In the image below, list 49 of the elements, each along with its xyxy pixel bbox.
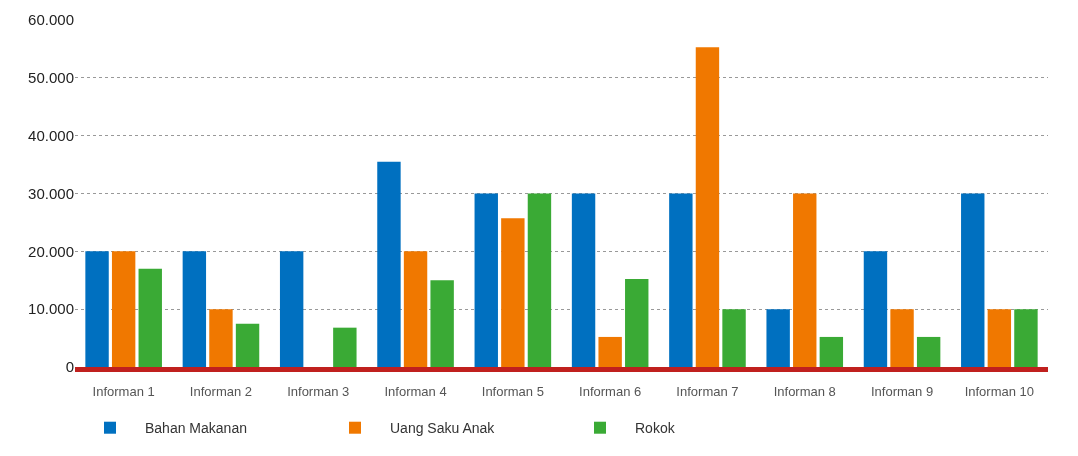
x-tick-label: Informan 6 [579, 383, 642, 399]
x-tick-label: Informan 10 [964, 383, 1035, 399]
bar [819, 336, 844, 367]
bar [863, 251, 888, 367]
y-tick-label: 20.000 [28, 242, 74, 260]
x-tick-label: Informan 8 [773, 383, 836, 399]
bar [598, 336, 622, 367]
bar [501, 218, 525, 367]
legend-label: Rokok [635, 420, 676, 437]
bar [527, 193, 552, 367]
bar [766, 309, 790, 367]
legend-label: Uang Saku Anak [390, 420, 496, 437]
bar [235, 323, 260, 367]
y-tick-label: 30.000 [28, 184, 74, 202]
y-tick-label: 40.000 [28, 126, 74, 144]
y-tick-label: 10.000 [28, 300, 74, 318]
bar [111, 251, 136, 367]
bar [333, 327, 357, 367]
x-tick-label: Informan 9 [870, 383, 934, 399]
bar [138, 268, 162, 367]
bar [571, 193, 596, 367]
x-tick-label: Informan 2 [189, 383, 253, 399]
bar [625, 279, 649, 367]
legend-label: Bahan Makanan [145, 420, 247, 437]
bar [209, 309, 233, 367]
bar [85, 251, 109, 367]
bar [474, 193, 498, 367]
x-tick-label: Informan 1 [92, 383, 155, 399]
bar [916, 336, 941, 367]
bar [377, 161, 401, 367]
x-tick-label: Informan 4 [384, 383, 447, 399]
bar [403, 251, 428, 367]
bar [182, 251, 207, 367]
x-tick-label: Informan 3 [287, 383, 350, 399]
bar [793, 193, 817, 367]
bar [722, 309, 746, 367]
y-tick-label: 0 [65, 358, 74, 376]
bar [695, 47, 720, 367]
bar [1014, 309, 1038, 367]
y-tick-label: 50.000 [28, 69, 74, 87]
bar [669, 193, 693, 367]
x-tick-label: Informan 7 [676, 383, 739, 399]
x-tick-label: Informan 5 [481, 383, 544, 399]
bar [279, 251, 304, 367]
y-tick-label: 60.000 [28, 11, 74, 29]
bar [890, 309, 914, 367]
bar [961, 193, 985, 367]
bar [987, 309, 1012, 367]
bar [430, 280, 454, 367]
